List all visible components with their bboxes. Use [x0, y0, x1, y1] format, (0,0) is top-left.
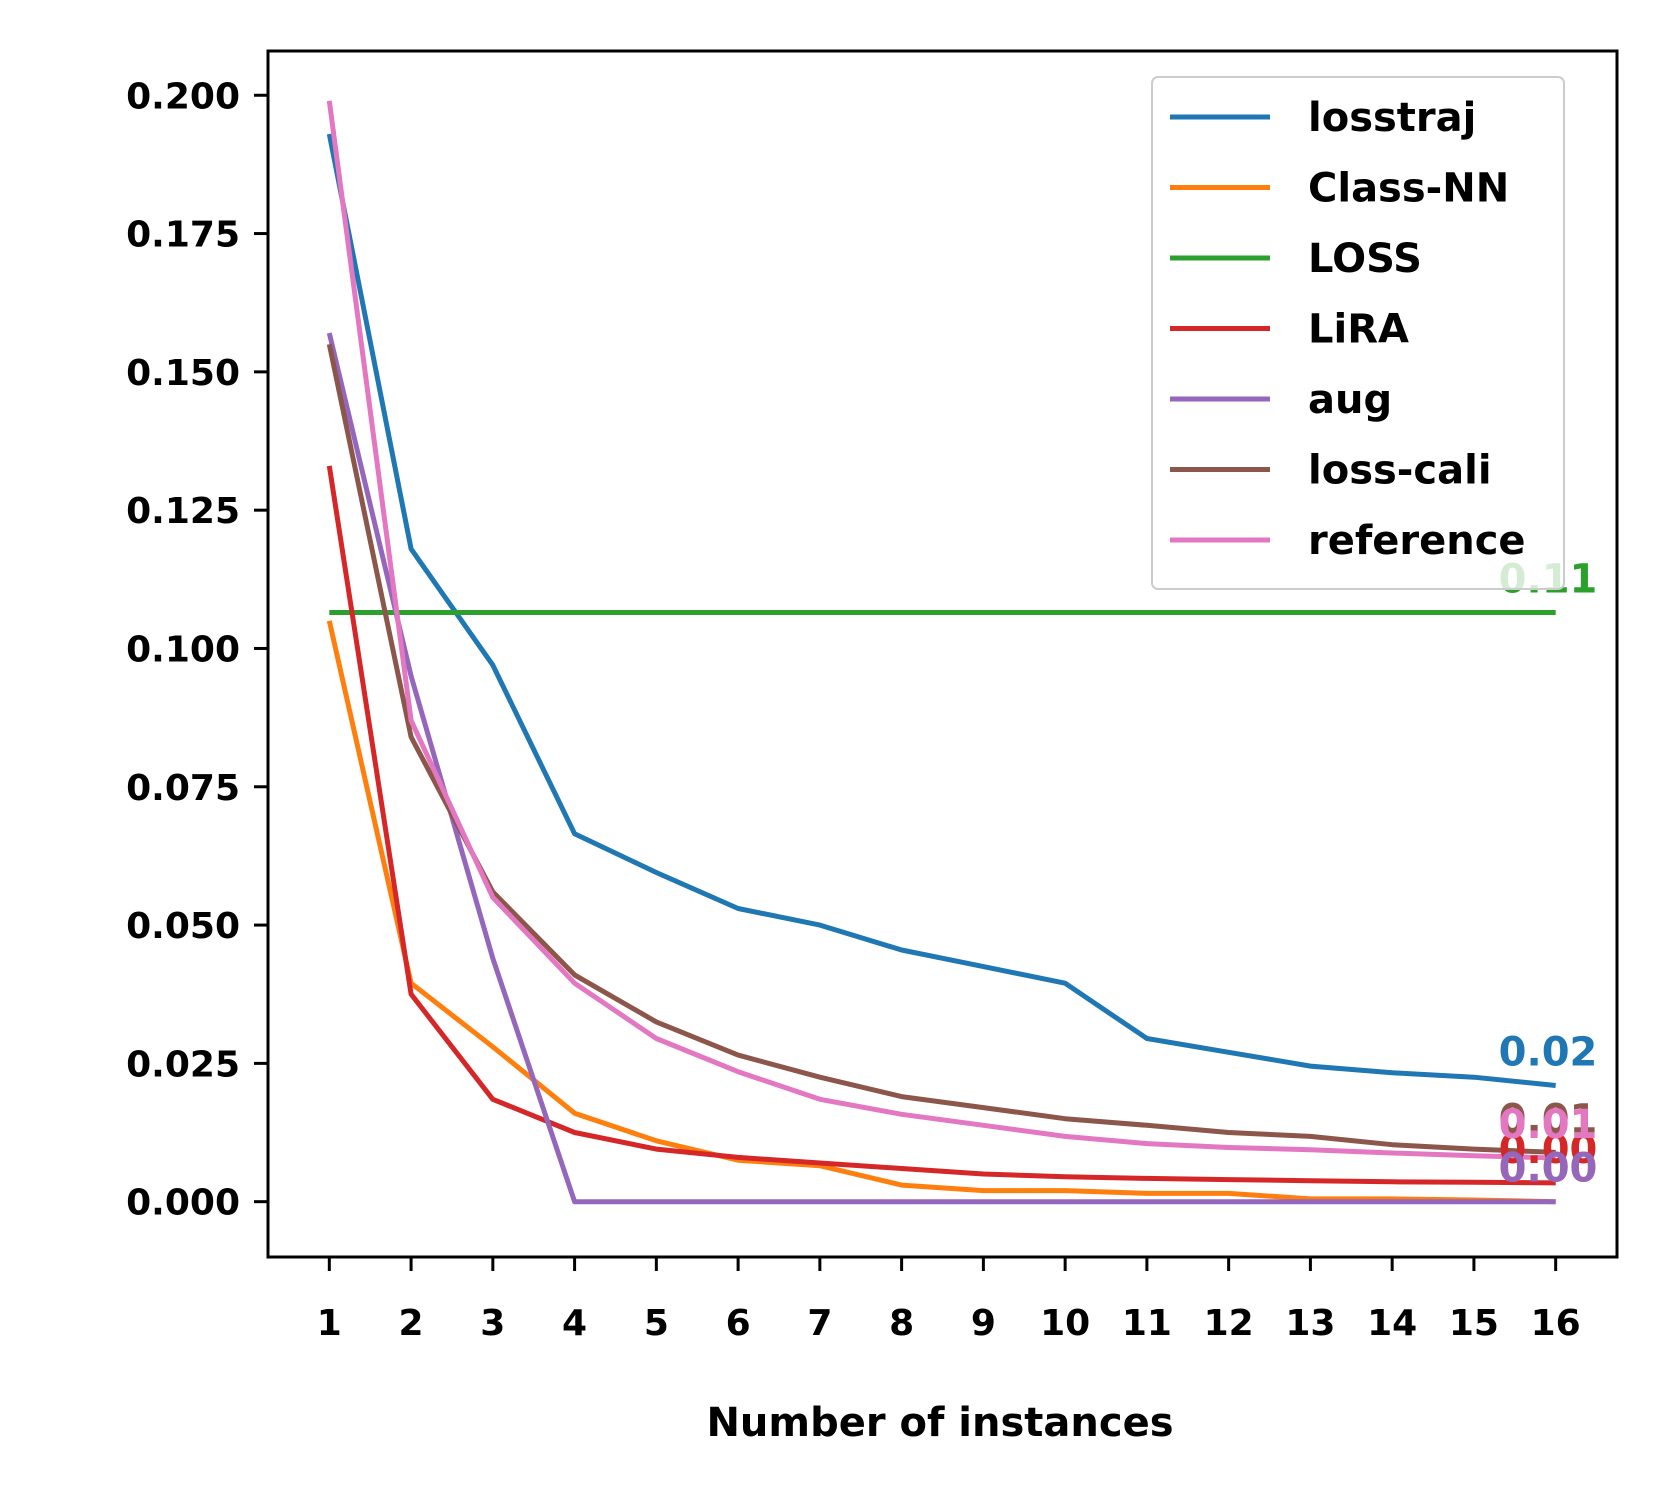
y-tick-label: 0.150	[126, 353, 240, 394]
x-tick-label: 16	[1531, 1303, 1581, 1344]
series-line-aug	[326, 332, 1556, 1205]
y-tick-label: 0.075	[126, 768, 240, 809]
plot-area	[266, 49, 1619, 1259]
legend-label-aug: aug	[1308, 377, 1392, 423]
legend-label-Class-NN: Class-NN	[1308, 166, 1509, 212]
y-tick-label: 0.000	[126, 1183, 240, 1224]
legend: losstraj Class-NN LOSS LiRA aug loss-cali refe…	[1151, 76, 1565, 590]
x-tick-label: 12	[1204, 1303, 1254, 1344]
x-tick-label: 7	[807, 1303, 832, 1344]
x-tick-label: 14	[1367, 1303, 1417, 1344]
series-layer	[326, 100, 1556, 1205]
x-tick-label: 11	[1122, 1303, 1172, 1344]
legend-label-loss-cali: loss-cali	[1308, 448, 1492, 494]
x-tick-label: 10	[1040, 1303, 1090, 1344]
legend-label-reference: reference	[1308, 518, 1526, 564]
x-tick-label: 13	[1285, 1303, 1335, 1344]
x-tick-label: 8	[889, 1303, 914, 1344]
x-axis-title: Number of instances	[706, 1400, 1173, 1446]
x-tick-label: 6	[726, 1303, 751, 1344]
x-tick-label: 1	[317, 1303, 342, 1344]
legend-box	[1151, 76, 1565, 590]
x-tick-label: 3	[480, 1303, 505, 1344]
y-tick-label: 0.050	[126, 906, 240, 947]
series-line-losstraj	[326, 133, 1556, 1088]
series-line-loss-cali	[326, 343, 1556, 1155]
x-tick-label: 9	[971, 1303, 996, 1344]
x-tick-label: 4	[562, 1303, 587, 1344]
series-line-LiRA	[326, 465, 1556, 1186]
y-tick-label: 0.200	[126, 76, 240, 117]
legend-label-losstraj: losstraj	[1308, 95, 1476, 141]
end-label-losstraj: 0.02	[1499, 1030, 1598, 1076]
plot-frame	[266, 49, 1619, 1259]
end-label-Class-NN: 0.00	[1499, 1146, 1598, 1192]
series-line-reference	[326, 100, 1556, 1161]
end-label-loss-cali: 0.01	[1499, 1096, 1598, 1142]
y-tick-label: 0.125	[126, 491, 240, 532]
y-tick-label: 0.100	[126, 629, 240, 670]
y-axis: 0.000 0.025 0.050 0.075 0.100 0.125 0.150 0.175…	[126, 76, 268, 1224]
y-tick-label: 0.025	[126, 1044, 240, 1085]
x-axis: 1 2 3 4 5 6 7 8 9 10 11 12 13 14 15 16	[317, 1257, 1581, 1344]
legend-label-LOSS: LOSS	[1308, 236, 1422, 282]
end-labels: 0.020.000.110.000.000.010.01	[1499, 557, 1598, 1192]
x-tick-label: 2	[399, 1303, 424, 1344]
x-tick-label: 5	[644, 1303, 669, 1344]
legend-label-LiRA: LiRA	[1308, 307, 1409, 353]
end-label-aug: 0.00	[1499, 1146, 1598, 1192]
end-label-LiRA: 0.00	[1499, 1127, 1598, 1173]
x-tick-label: 15	[1449, 1303, 1499, 1344]
y-tick-label: 0.175	[126, 215, 240, 256]
end-label-reference: 0.01	[1499, 1102, 1598, 1148]
